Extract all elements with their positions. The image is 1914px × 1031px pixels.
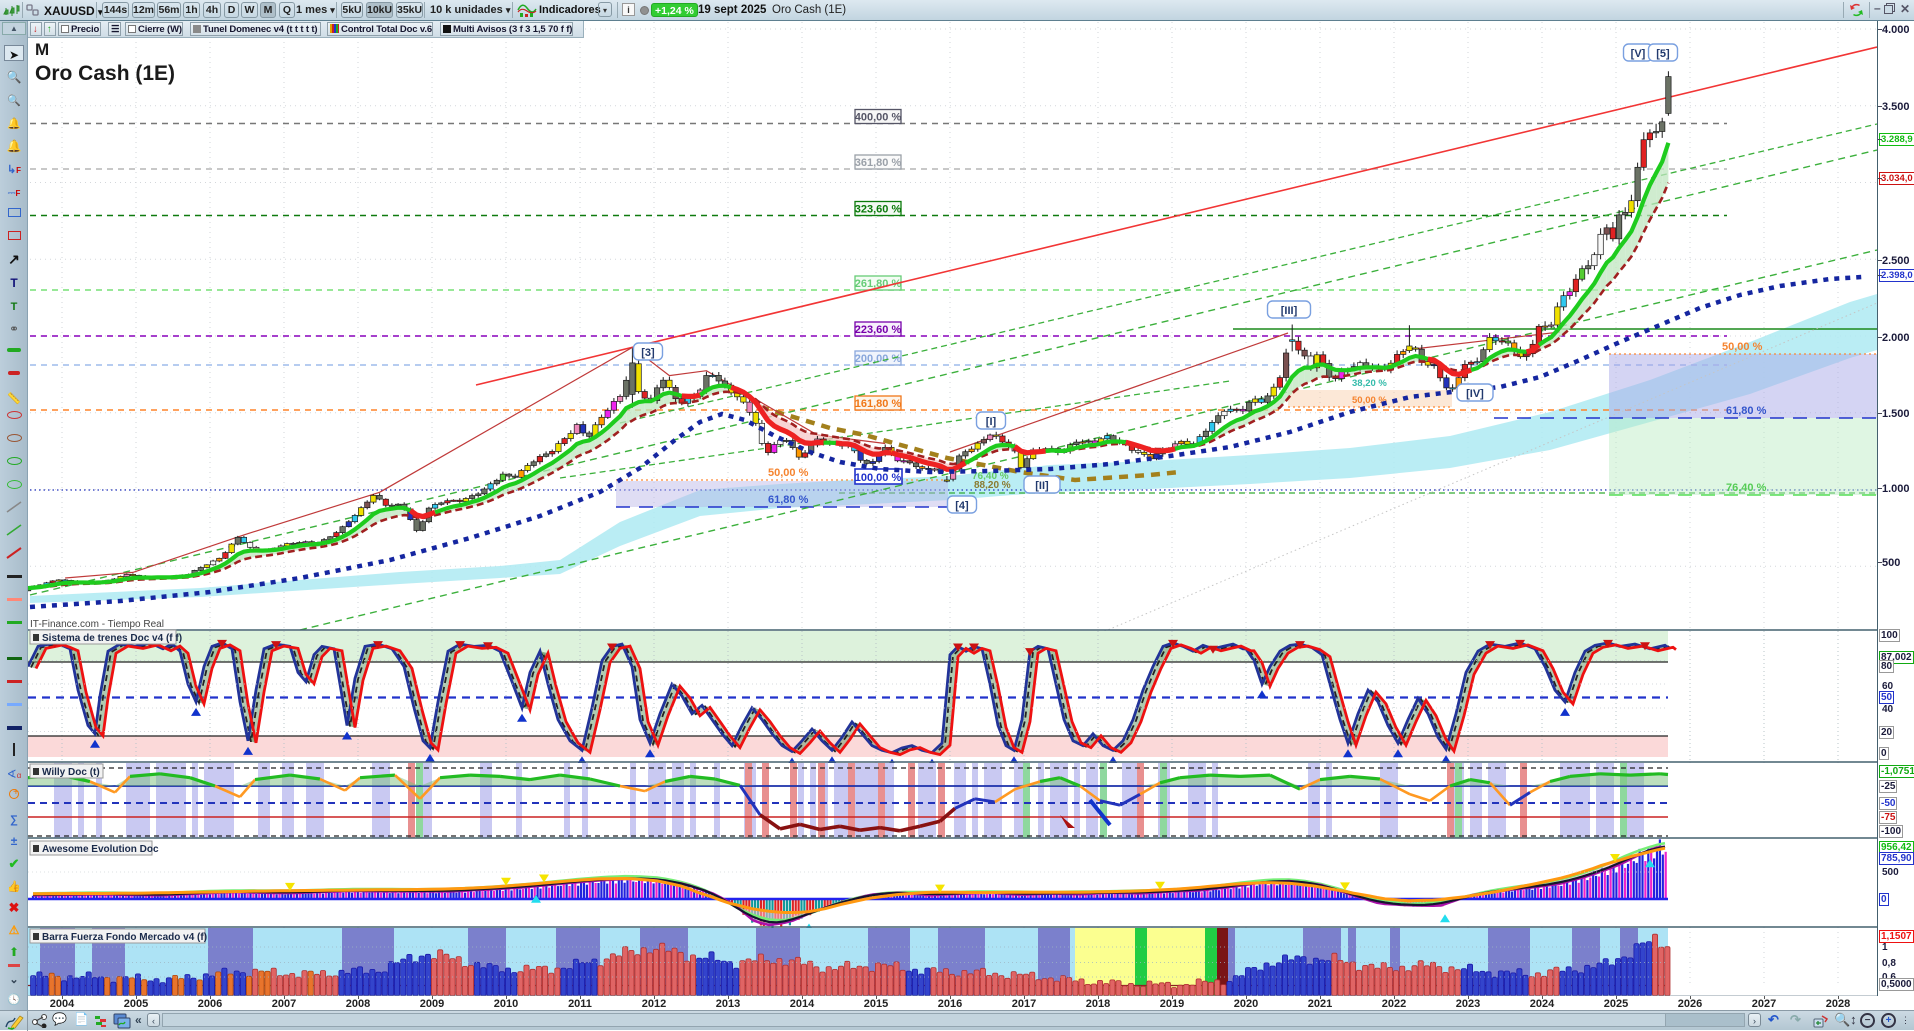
svg-text:323,60 %: 323,60 % xyxy=(855,204,902,216)
svg-text:Barra Fuerza Fondo Mercado v4: Barra Fuerza Fondo Mercado v4 (f) xyxy=(42,932,207,943)
svg-text:38,20 %: 38,20 % xyxy=(1352,378,1387,389)
svg-text:IT-Finance.com - Tiempo Real: IT-Finance.com - Tiempo Real xyxy=(30,619,164,630)
svg-text:[I]: [I] xyxy=(986,416,997,428)
svg-text:Awesome Evolution Doc: Awesome Evolution Doc xyxy=(42,844,159,855)
svg-text:50,00 %: 50,00 % xyxy=(1352,395,1387,406)
svg-text:[4]: [4] xyxy=(955,500,969,512)
svg-text:[II]: [II] xyxy=(1035,480,1049,492)
svg-text:76,40 %: 76,40 % xyxy=(972,471,1009,482)
svg-text:223,60 %: 223,60 % xyxy=(855,324,902,336)
svg-text:400,00 %: 400,00 % xyxy=(855,112,902,124)
svg-text:[V]: [V] xyxy=(1631,48,1646,60)
svg-text:Willy Doc (t): Willy Doc (t) xyxy=(42,767,100,778)
svg-text:50,00 %: 50,00 % xyxy=(768,467,809,479)
svg-text:Sistema de trenes Doc v4 (f f): Sistema de trenes Doc v4 (f f) xyxy=(42,633,182,644)
svg-text:161,80 %: 161,80 % xyxy=(855,398,902,410)
svg-text:61,80 %: 61,80 % xyxy=(1726,405,1767,417)
svg-text:[III]: [III] xyxy=(1281,305,1298,317)
svg-text:200,00 %: 200,00 % xyxy=(855,353,902,365)
svg-text:50,00 %: 50,00 % xyxy=(1722,341,1763,353)
svg-text:100,00 %: 100,00 % xyxy=(855,472,902,484)
svg-text:88,20 %: 88,20 % xyxy=(974,480,1011,491)
svg-text:261,80 %: 261,80 % xyxy=(855,278,902,290)
svg-text:[IV]: [IV] xyxy=(1466,388,1484,400)
svg-text:76,40 %: 76,40 % xyxy=(1726,482,1767,494)
svg-text:[3]: [3] xyxy=(641,347,655,359)
svg-text:61,80 %: 61,80 % xyxy=(768,494,809,506)
svg-text:361,80 %: 361,80 % xyxy=(855,157,902,169)
svg-text:[5]: [5] xyxy=(1656,48,1670,60)
